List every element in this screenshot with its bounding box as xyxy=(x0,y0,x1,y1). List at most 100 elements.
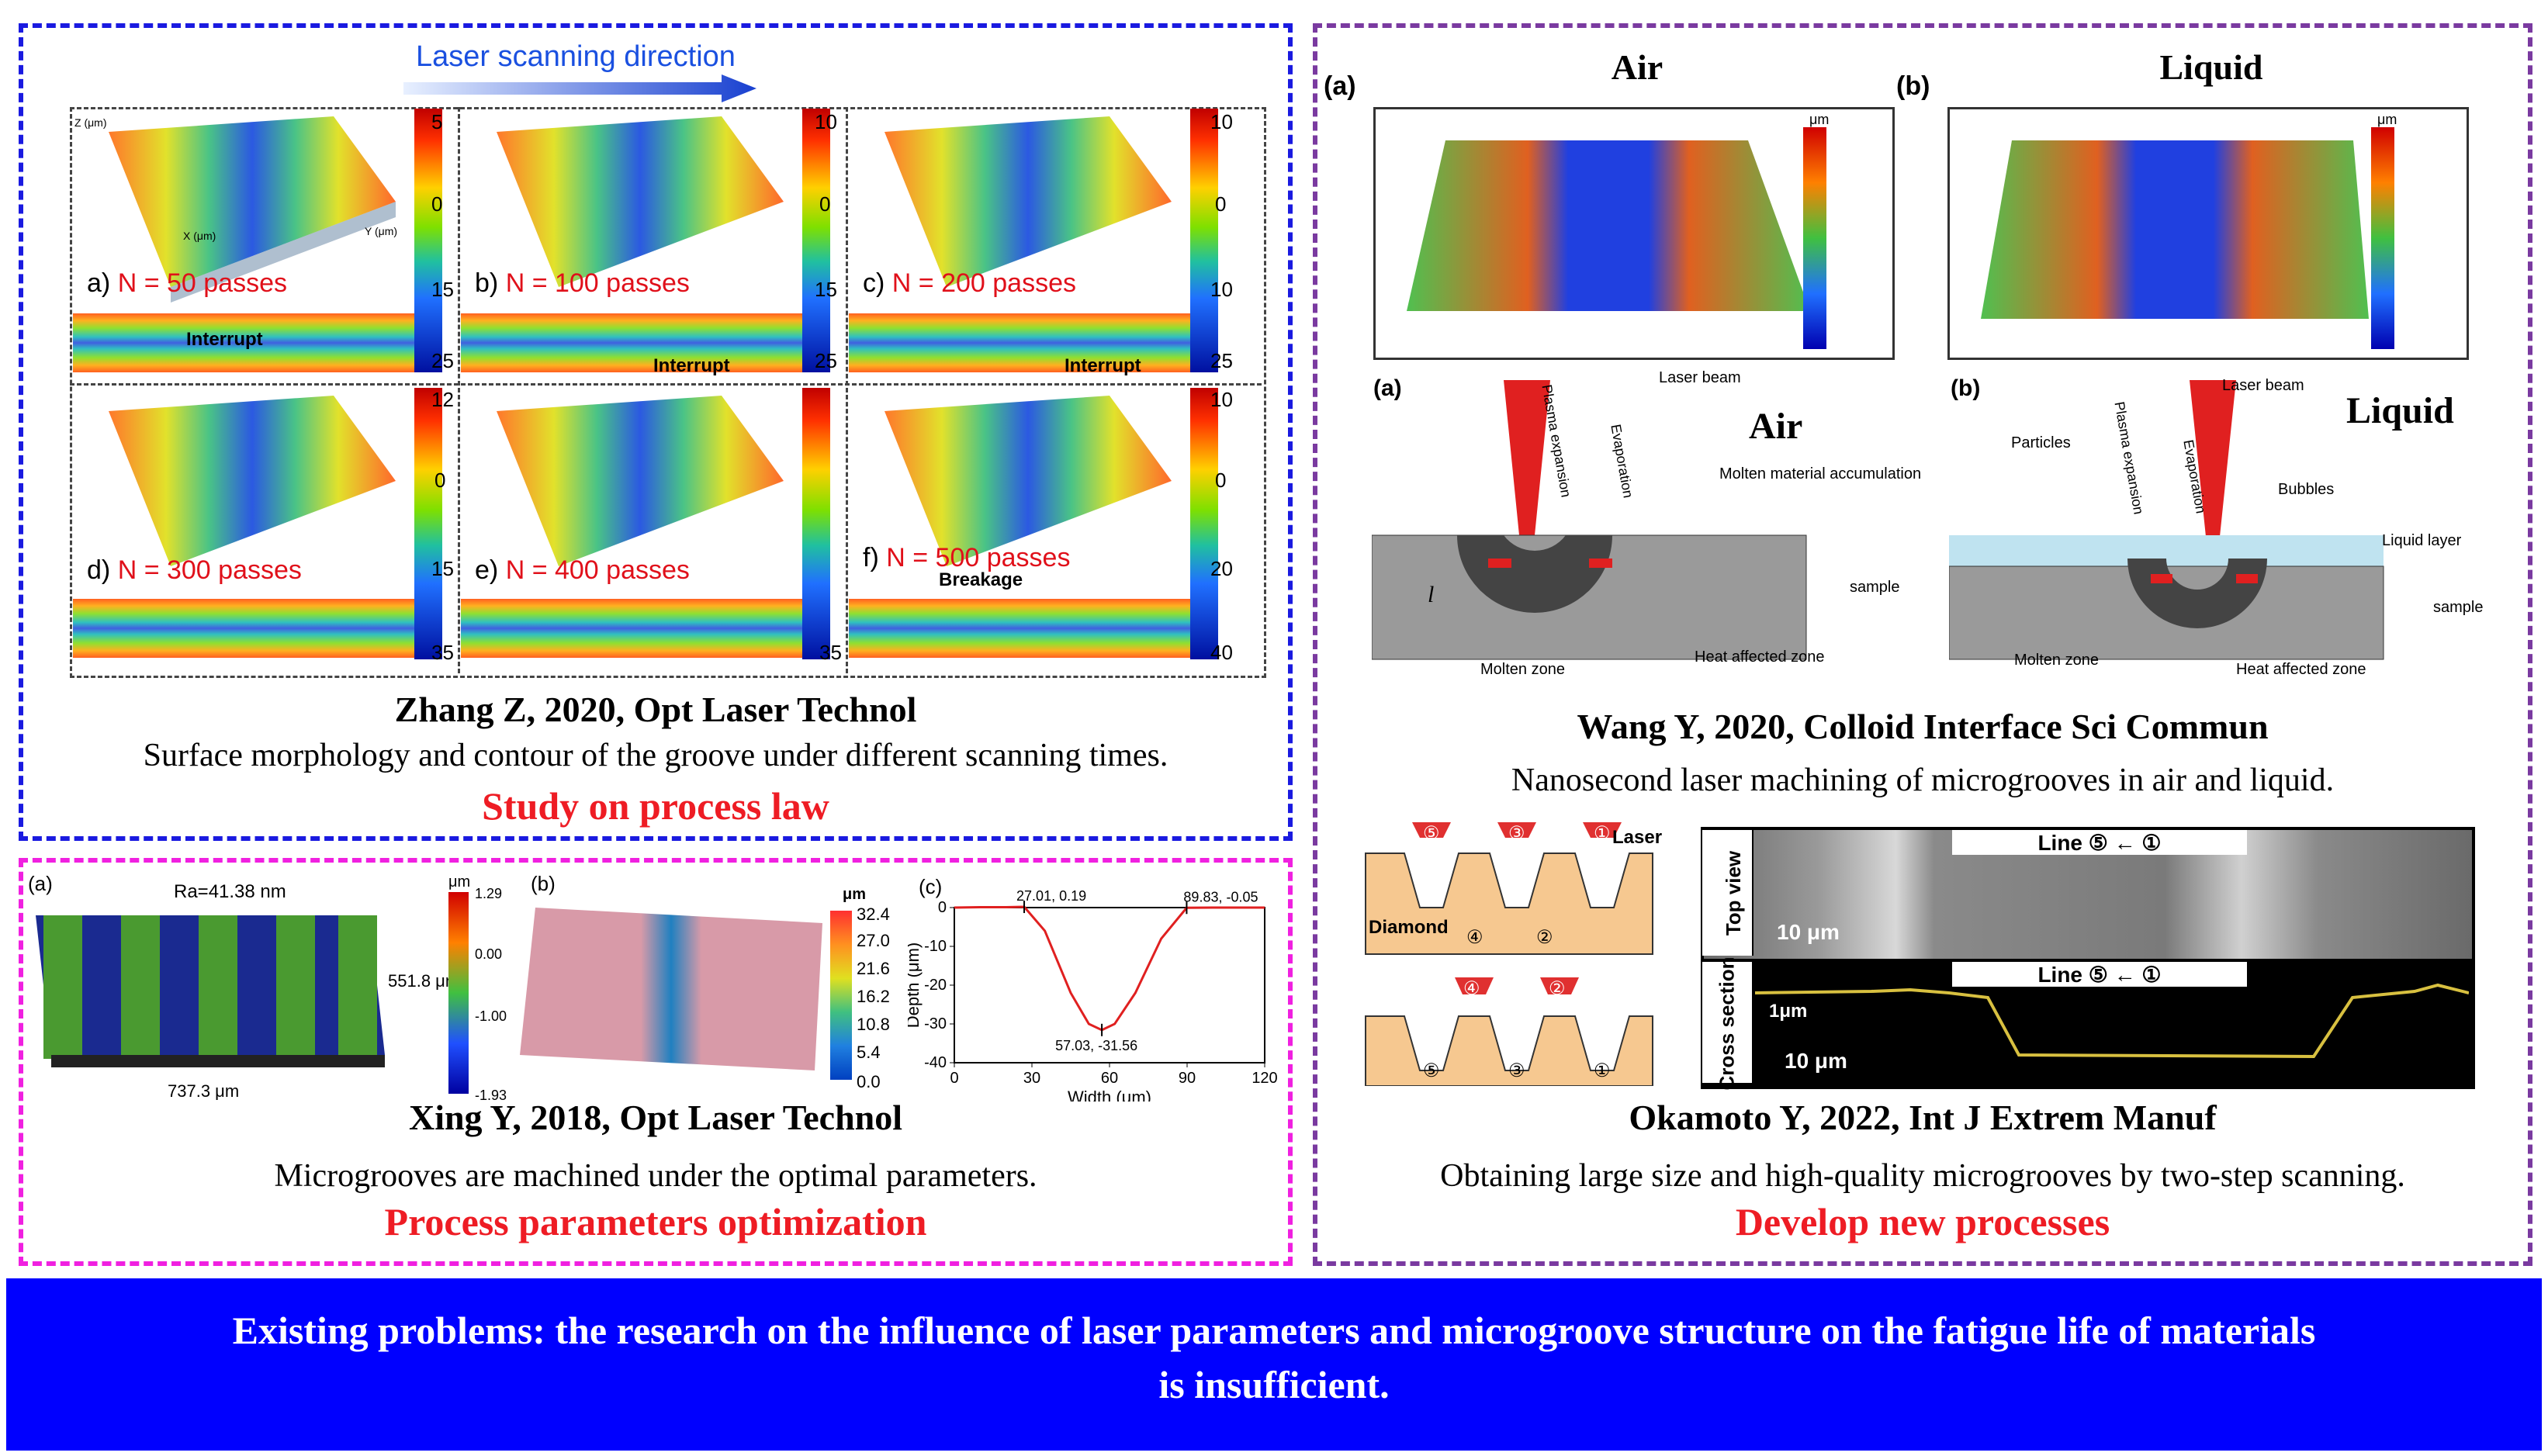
passes-value: N = 300 passes xyxy=(117,555,302,585)
y-tick-label: -10 xyxy=(924,938,947,955)
cbar-b-low: 15 xyxy=(815,278,837,301)
panel-new-processes xyxy=(1313,23,2532,1266)
surface-plot-c xyxy=(885,116,1172,287)
diamond-label: Diamond xyxy=(1369,917,1449,938)
strip-note-a: Interrupt xyxy=(186,329,263,350)
passes-value: N = 100 passes xyxy=(505,268,690,298)
label-b-liquid: (b) xyxy=(1896,71,1930,101)
air-cbar-unit: μm xyxy=(1809,112,1830,127)
description-wang: Nanosecond laser machining of microgroov… xyxy=(1511,763,2335,798)
passes-value: N = 200 passes xyxy=(891,268,1076,298)
label-a-air: (a) xyxy=(1324,71,1356,101)
cbar-b-top: 10 xyxy=(815,110,837,133)
panel-letter: f) xyxy=(863,543,879,572)
liquid-schematic xyxy=(1949,380,2384,660)
colorbar-xing-a xyxy=(448,892,469,1094)
axis-y-label: Y (μm) xyxy=(365,225,398,237)
y-axis-label: Depth (μm) xyxy=(908,942,923,1028)
air-colorbar xyxy=(1803,127,1826,349)
colorbar-f xyxy=(1190,388,1218,659)
liquid-title: Liquid xyxy=(2159,47,2263,87)
air-molten-accum: Molten material accumulation xyxy=(1719,465,1922,482)
surface-plot-b xyxy=(497,116,784,287)
citation-wang: Wang Y, 2020, Colloid Interface Sci Comm… xyxy=(1577,707,2269,746)
line-label-cross: Line ⑤ ← ① xyxy=(1952,962,2247,987)
colorbar-xing-b xyxy=(830,911,852,1080)
air-depth-symbol: l xyxy=(1428,582,1435,607)
top-view-label: Top view xyxy=(1722,850,1746,936)
description-xing: Microgrooves are machined under the opti… xyxy=(274,1158,1037,1194)
liq-laser-beam: Laser beam xyxy=(2222,377,2304,394)
passes-label-a: a) N = 50 passes xyxy=(87,268,287,299)
surface-plot-e xyxy=(497,396,784,566)
sem-cross-side xyxy=(1702,962,1753,1083)
passes-label-c: c) N = 200 passes xyxy=(863,268,1076,299)
annotation-label: 89.83, -0.05 xyxy=(1183,889,1258,904)
y-tick-label: 0 xyxy=(938,899,947,916)
annotation-label: 57.03, -31.56 xyxy=(1055,1038,1137,1053)
liq-bubbles: Bubbles xyxy=(2278,481,2335,498)
ra-value: Ra=41.38 nm xyxy=(174,881,286,902)
cbar-f-low: 20 xyxy=(1210,557,1233,580)
x-tick-label: 90 xyxy=(1179,1070,1196,1087)
step1-num-3: ③ xyxy=(1508,823,1525,844)
passes-label-f: f) N = 500 passes xyxy=(863,543,1070,573)
colorbar-a xyxy=(414,109,442,372)
cbar-b-bottom: 25 xyxy=(815,349,837,372)
x-tick-label: 0 xyxy=(950,1070,958,1087)
passes-value: N = 50 passes xyxy=(117,268,287,298)
colorbar-b xyxy=(802,109,830,372)
contour-strip-c xyxy=(849,313,1190,372)
surface-plot-a xyxy=(109,116,396,303)
x-tick-label: 60 xyxy=(1101,1070,1118,1087)
passes-label-e: e) N = 400 passes xyxy=(475,555,690,586)
cbar-d-mid: 0 xyxy=(434,469,446,492)
panel-letter: a) xyxy=(87,268,111,298)
step2-num-4: ④ xyxy=(1463,978,1480,999)
passes-label-b: b) N = 100 passes xyxy=(475,268,690,299)
depth-profile-chart: 0 30 60 90 120 0 -10 -20 -30 -40 Width (μm) Depth (… xyxy=(908,888,1278,1102)
two-step-schematic xyxy=(1365,822,1653,1086)
contour-strip-b xyxy=(461,313,802,372)
existing-problems-text: Existing problems: the research on the i… xyxy=(6,1278,2542,1412)
cbar-b-tick-6: 0.0 xyxy=(857,1072,881,1091)
cbar-b-mid: 0 xyxy=(819,192,831,216)
x-tick-label: 30 xyxy=(1023,1070,1040,1087)
cross-section-profile xyxy=(1755,983,2469,1059)
existing-problems-banner: Existing problems: the research on the i… xyxy=(6,1278,2542,1451)
category-new-processes: Develop new processes xyxy=(1735,1200,2110,1243)
step1-num-5: ⑤ xyxy=(1423,823,1440,844)
air-schematic xyxy=(1372,380,1807,660)
air-3d-surface xyxy=(1407,140,1810,311)
scale-cross: 10 μm xyxy=(1785,1049,1847,1073)
strip-note-b: Interrupt xyxy=(653,355,730,376)
schematic-liquid-title: Liquid xyxy=(2346,390,2454,431)
scale-top: 10 μm xyxy=(1777,920,1840,944)
colorbar-d xyxy=(414,388,442,659)
strip-note-c: Interrupt xyxy=(1065,355,1141,376)
cbar-f-top: 10 xyxy=(1210,388,1233,411)
grid-col-divider-2 xyxy=(846,107,848,673)
cbar-a-tick-1: 0.00 xyxy=(475,946,503,962)
step2-bottom-1: ① xyxy=(1594,1060,1611,1081)
category-process-law: Study on process law xyxy=(482,784,829,828)
cbar-b-tick-1: 27.0 xyxy=(857,931,890,950)
step2-bottom-5: ⑤ xyxy=(1423,1060,1440,1081)
axis-z-label: Z (μm) xyxy=(74,116,107,129)
cbar-d-low: 15 xyxy=(431,557,454,580)
y-tick-label: -20 xyxy=(924,977,947,994)
cbar-b-tick-5: 5.4 xyxy=(857,1043,881,1062)
colorbar-e xyxy=(802,388,830,659)
cbar-b-tick-2: 21.6 xyxy=(857,959,890,978)
cbar-a-mid: 0 xyxy=(431,192,443,216)
cbar-a-tick-0: 1.29 xyxy=(475,886,503,901)
surface-plot-f xyxy=(885,396,1172,566)
citation-xing: Xing Y, 2018, Opt Laser Technol xyxy=(408,1098,903,1137)
air-sample: sample xyxy=(1850,579,1900,596)
description-zhang: Surface morphology and contour of the gr… xyxy=(143,738,1168,773)
panel-letter: c) xyxy=(863,268,885,298)
step1-bottom-2: ② xyxy=(1536,927,1553,948)
x-axis-label: Width (μm) xyxy=(1068,1088,1151,1102)
liq-sample: sample xyxy=(2433,599,2484,616)
dim-height: 551.8 μm xyxy=(388,971,460,991)
